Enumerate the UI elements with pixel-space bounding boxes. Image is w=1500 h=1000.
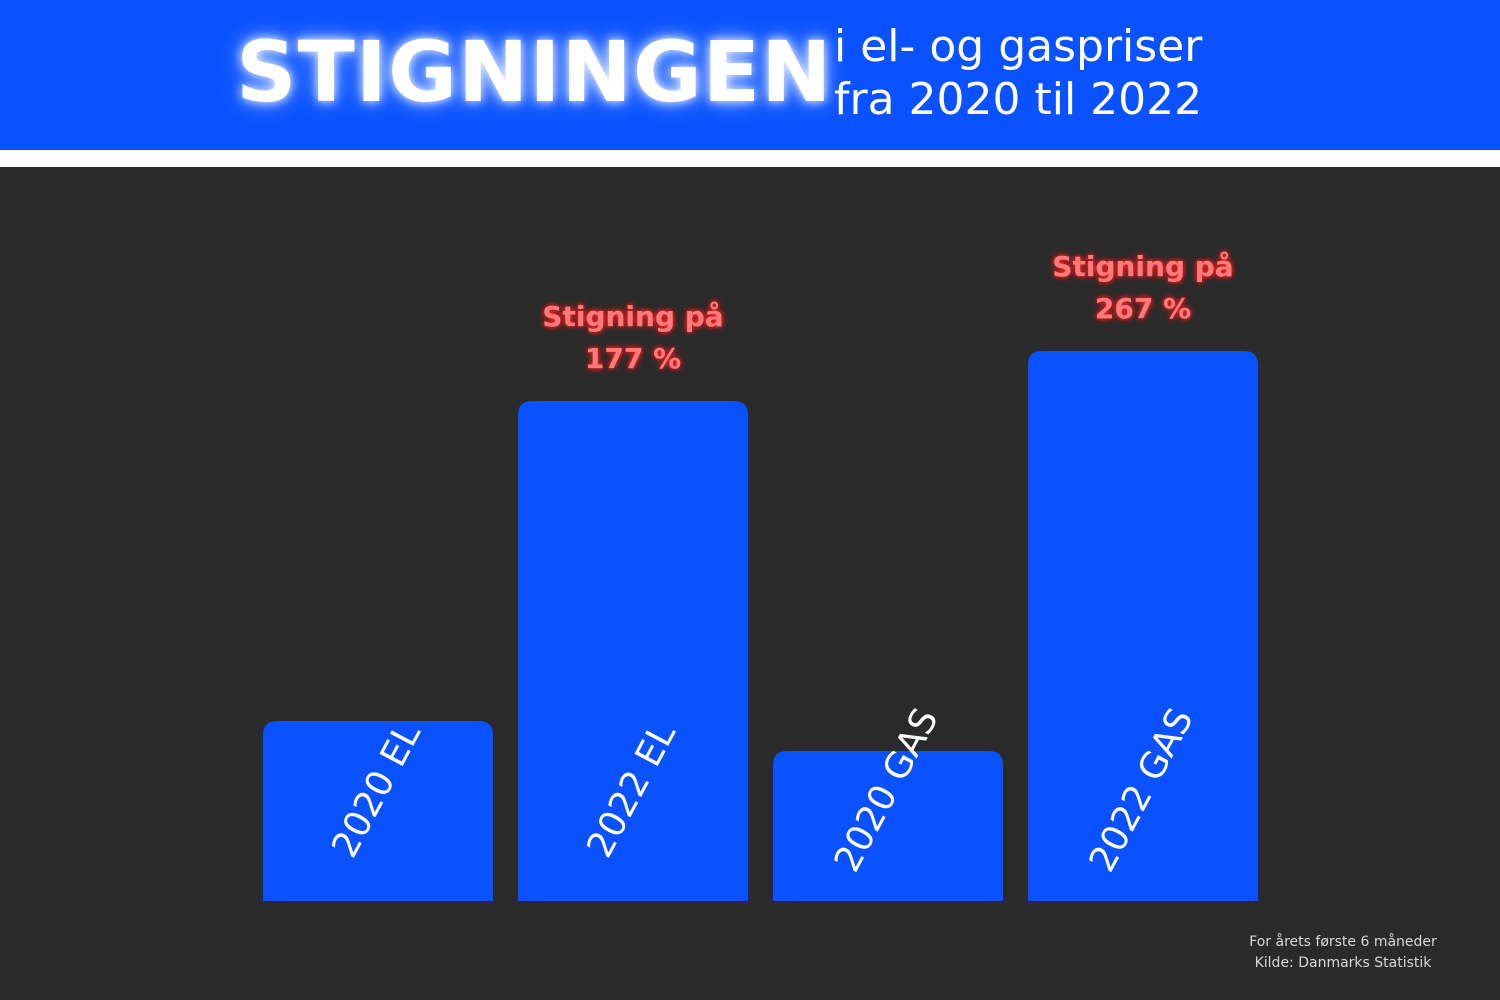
chart-subtitle: i el- og gaspriser fra 2020 til 2022	[834, 20, 1202, 126]
footnote-period: For årets første 6 måneder	[1249, 934, 1437, 950]
chart-area: 2020 EL 2022 EL 2020 GAS 2022 GAS Stigning …	[0, 167, 1500, 1000]
bar-2020-el	[263, 721, 493, 901]
annotation-2022-el: Stigning på 177 %	[542, 300, 723, 375]
bar-2022-gas	[1028, 351, 1258, 901]
annotations-layer: Stigning på 177 % Stigning på 267 %	[542, 250, 1233, 375]
annotation-label: Stigning på	[1052, 250, 1233, 283]
annotation-label: Stigning på	[542, 300, 723, 333]
subtitle-line-2: fra 2020 til 2022	[834, 74, 1203, 125]
chart-title: STIGNINGEN	[236, 23, 833, 121]
bar-2022-el	[518, 401, 748, 901]
header-banner: STIGNINGEN i el- og gaspriser fra 2020 t…	[0, 0, 1500, 150]
annotation-percent: 177 %	[585, 342, 681, 375]
footnote: For årets første 6 måneder Kilde: Danmar…	[1180, 932, 1500, 974]
bar-chart: 2020 EL 2022 EL 2020 GAS 2022 GAS Stigning …	[263, 250, 1258, 901]
annotation-2022-gas: Stigning på 267 %	[1052, 250, 1233, 325]
header-divider	[0, 150, 1500, 167]
footnote-source: Kilde: Danmarks Statistik	[1254, 955, 1432, 971]
annotation-percent: 267 %	[1095, 292, 1191, 325]
subtitle-line-1: i el- og gaspriser	[834, 21, 1203, 72]
bars-layer	[263, 351, 1258, 901]
bar-2020-gas	[773, 751, 1003, 901]
